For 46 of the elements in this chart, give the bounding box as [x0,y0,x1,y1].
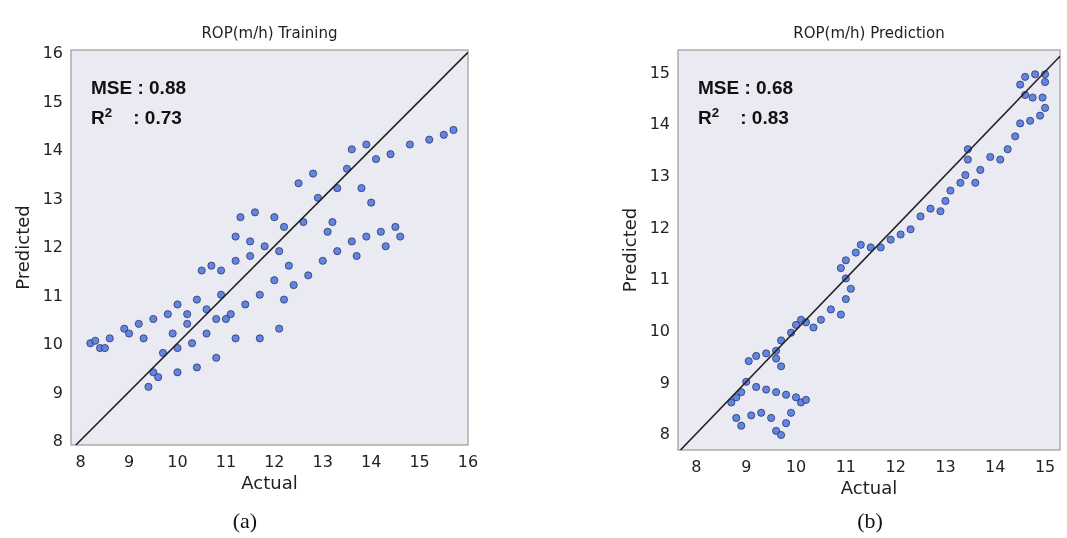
annotation: MSE : 0.68 [698,77,794,98]
x-tick-label: 8 [75,452,86,471]
x-tick-label: 12 [885,457,906,476]
x-tick-label: 9 [124,452,135,471]
y-axis-title: Predicted [619,207,640,293]
y-tick-label: 12 [42,237,63,257]
x-tick-label: 9 [741,457,752,476]
y-tick-label: 11 [649,269,670,289]
x-axis-title: Actual [241,472,298,493]
x-tick-label: 13 [312,452,333,471]
x-tick-label: 10 [785,457,807,476]
text: (b) [857,508,883,533]
text: (a) [232,508,258,533]
y-tick-label: 16 [42,43,63,63]
y-tick-label: 11 [42,285,63,305]
y-tick-label: 12 [649,217,670,237]
y-tick-label: 9 [659,372,670,392]
y-axis-title: Predicted [12,205,33,290]
y-tick-label: 10 [649,321,670,341]
x-tick-label: 11 [835,457,857,476]
y-tick-label: 14 [42,140,63,160]
text: R$^{2}$ : 0.73 [91,104,182,128]
chart-title: ROP(m/h) Prediction [793,24,945,42]
y-tick-label: 13 [649,166,670,186]
x-tick-label: 15 [1034,457,1056,476]
x-tick-label: 14 [985,457,1006,476]
y-tick-label: 15 [42,91,63,111]
x-tick-label: 14 [360,452,382,471]
y-tick-label: 13 [42,188,63,208]
x-tick-label: 13 [935,457,956,476]
x-tick-label: 8 [691,457,702,476]
text: R$^{2}$ : 0.83 [698,104,789,128]
x-axis-title: Actual [840,477,898,498]
y-tick-label: 15 [649,62,670,82]
x-tick-label: 11 [215,452,237,471]
y-tick-label: 14 [649,114,670,134]
x-tick-label: 16 [457,452,479,471]
y-tick-label: 8 [52,431,63,451]
x-tick-label: 10 [167,452,188,471]
x-tick-label: 15 [409,452,430,471]
x-tick-label: 12 [264,452,285,471]
annotation: MSE : 0.88 [91,77,187,98]
y-tick-label: 9 [52,382,63,402]
y-tick-label: 8 [659,424,670,444]
y-tick-label: 10 [42,334,63,354]
chart-title: ROP(m/h) Training [201,24,338,42]
